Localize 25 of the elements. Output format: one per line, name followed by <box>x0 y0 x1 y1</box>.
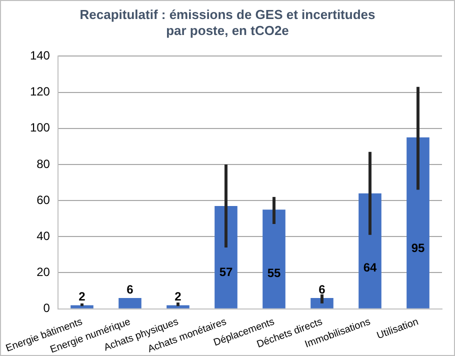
data-label: 2 <box>78 290 86 304</box>
bar <box>166 305 190 308</box>
y-tick-label: 140 <box>30 48 50 63</box>
data-label: 64 <box>363 260 377 274</box>
y-tick-label: 60 <box>36 192 50 207</box>
bar <box>118 298 142 308</box>
y-tick-label: 20 <box>36 265 50 280</box>
y-tick-label: 40 <box>36 228 50 243</box>
y-tick-label: 120 <box>30 84 50 99</box>
data-label: 2 <box>174 290 182 304</box>
bar <box>406 137 430 308</box>
data-label: 6 <box>126 282 134 296</box>
bar <box>262 210 286 308</box>
data-label: 6 <box>318 282 326 296</box>
bar <box>358 193 382 308</box>
bar <box>214 206 238 308</box>
bar <box>310 298 334 308</box>
data-label: 95 <box>411 240 425 255</box>
data-label: 57 <box>219 264 233 279</box>
y-tick-label: 80 <box>36 156 50 171</box>
y-tick-label: 100 <box>30 120 50 135</box>
y-tick-label: 0 <box>43 301 50 316</box>
bar <box>70 305 94 308</box>
data-label: 55 <box>267 266 281 280</box>
chart-title: Recapitulatif : émissions de GES et incertitudes par poste, en tCO2e <box>78 7 376 40</box>
